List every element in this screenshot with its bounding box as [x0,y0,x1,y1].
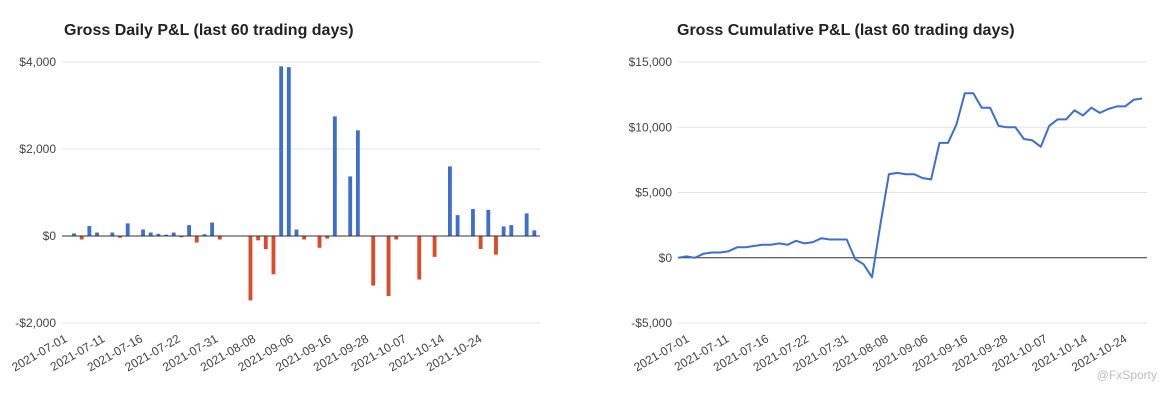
bar [386,236,391,297]
bar [286,67,291,236]
daily-pnl-plot: $4,000$2,000$0-$2,0002021-07-012021-07-1… [9,55,540,374]
bar [294,229,299,236]
y-tick-label: $15,000 [629,55,673,69]
bar [256,236,261,241]
bar [371,236,376,286]
bar [355,130,360,236]
bar [217,236,222,240]
y-tick-label: $0 [43,229,57,243]
bar [532,230,537,236]
bar [248,236,253,301]
bar [348,176,353,236]
y-tick-label: $4,000 [19,55,56,69]
y-tick-label: -$2,000 [15,316,56,330]
bar [87,225,92,236]
bar [494,236,498,255]
bar [524,213,529,236]
bar [448,166,452,236]
bar [194,236,199,243]
bar [125,223,130,236]
bar [164,234,168,236]
series-line [677,92,1143,279]
chart-title: Gross Daily P&L (last 60 trading days) [64,22,354,39]
bar [509,225,514,236]
bar [95,232,99,236]
daily-pnl-chart: Gross Daily P&L (last 60 trading days) $… [0,0,585,402]
bar [179,236,184,238]
bar [332,116,337,236]
bar [118,236,122,238]
bar [478,236,483,250]
watermark: @FxSporty [1096,368,1157,382]
bar [455,215,460,236]
bar [417,236,422,280]
y-tick-label: -$5,000 [631,316,672,330]
bar [171,232,176,236]
bar [279,66,284,236]
cumulative-pnl-chart: Gross Cumulative P&L (last 60 trading da… [585,0,1171,402]
bar [210,222,215,236]
y-tick-label: $5,000 [635,186,672,200]
y-tick-label: $0 [659,251,673,265]
bar [202,234,207,236]
bar [271,236,276,275]
bar [141,229,145,236]
y-tick-label: $10,000 [629,120,673,134]
bar [317,236,322,248]
bar [325,236,330,239]
bar [79,236,84,240]
bar [72,233,76,236]
bar [432,236,437,257]
cumulative-pnl-plot: $15,000$10,000$5,000$0-$5,0002021-07-012… [629,55,1147,374]
bar [302,236,307,240]
bar [501,226,506,236]
bar [187,225,191,236]
bar [263,236,268,250]
bar [148,232,153,236]
chart-title: Gross Cumulative P&L (last 60 trading da… [677,22,1015,39]
bar [486,209,491,236]
bar [156,233,161,236]
bar [471,209,475,236]
y-tick-label: $2,000 [19,142,56,156]
bar [110,232,115,236]
bar [394,236,399,240]
